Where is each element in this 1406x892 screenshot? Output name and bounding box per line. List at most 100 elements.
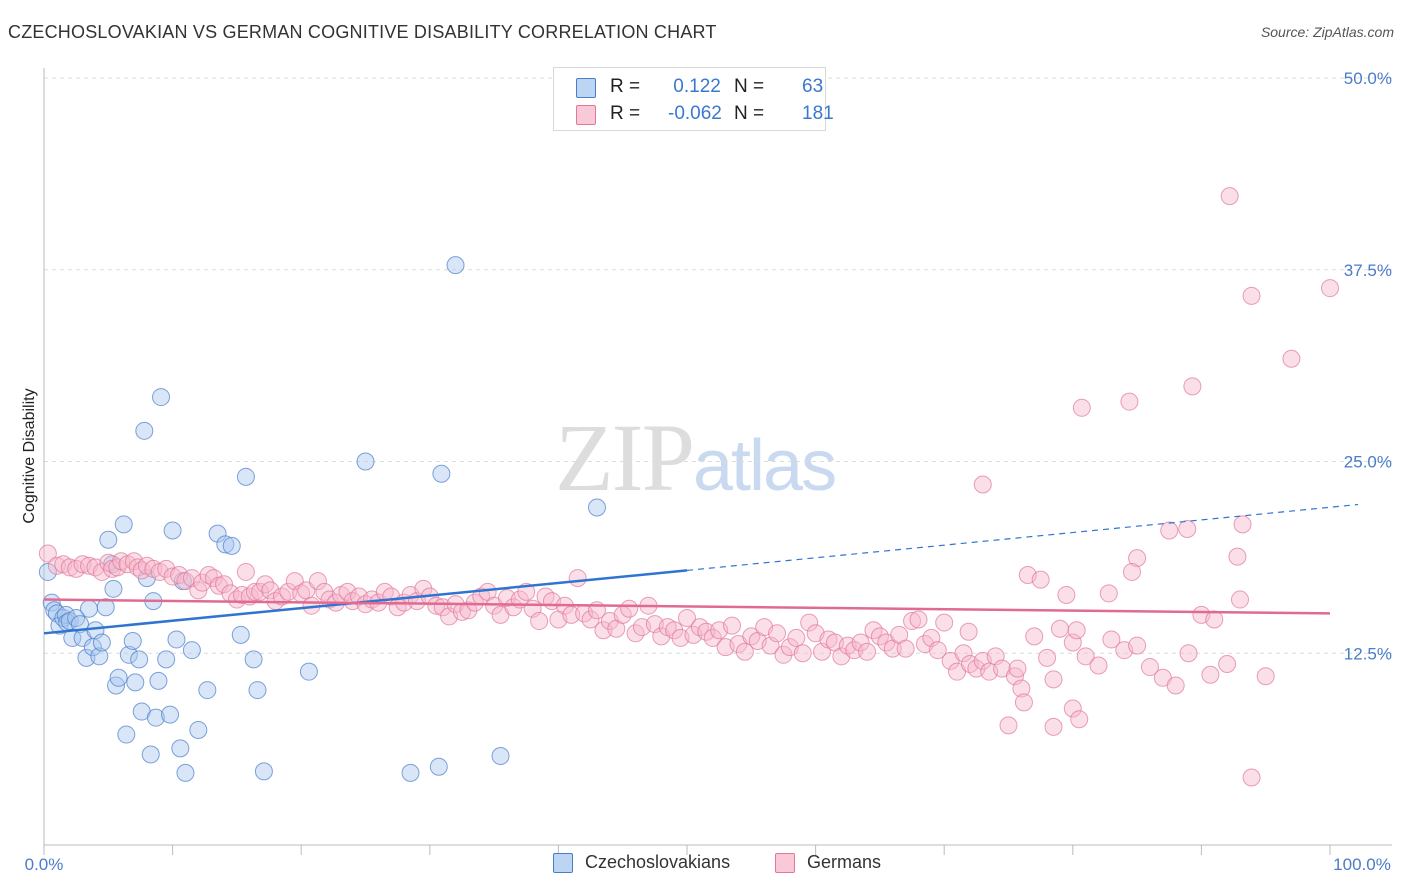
german-point: [742, 627, 761, 646]
czechoslovakian-point: [77, 648, 96, 667]
czechoslovakian-point: [80, 599, 99, 618]
german-point: [909, 610, 928, 629]
german-point: [1067, 621, 1086, 640]
german-point: [678, 608, 696, 627]
german-point: [1044, 670, 1063, 689]
legend-row-czechoslovakians: R = 0.122 N = 63: [576, 76, 823, 100]
czechoslovakian-point: [446, 256, 465, 275]
czechoslovakian-point: [356, 452, 375, 471]
german-point: [1031, 570, 1050, 589]
german-point: [1205, 610, 1224, 629]
czechoslovakian-point: [149, 671, 168, 690]
czechoslovakian-point: [163, 521, 182, 540]
german-point: [1025, 627, 1044, 646]
czechoslovakian-point: [248, 681, 267, 700]
source-label: Source: ZipAtlas.com: [1260, 24, 1394, 40]
czechoslovakian-point: [38, 562, 57, 581]
german-point: [703, 628, 722, 647]
german-point: [459, 601, 478, 620]
german-point: [1122, 562, 1141, 581]
german-point: [279, 582, 298, 601]
czechoslovakian-point: [99, 530, 118, 549]
german-point: [1160, 521, 1179, 540]
german-point: [800, 613, 819, 632]
y-tick-label: 12.5%: [1344, 644, 1392, 663]
legend-n-label: N =: [734, 76, 765, 97]
x-tick-label: 100.0%: [1333, 855, 1391, 874]
german-point: [665, 621, 684, 640]
czechoslovakian-point: [491, 747, 510, 766]
german-point: [261, 581, 280, 600]
german-point: [1038, 648, 1057, 667]
german-point: [858, 642, 877, 661]
german-point: [845, 641, 864, 660]
german-point: [620, 599, 639, 618]
watermark-zip: ZIP: [555, 404, 695, 511]
chart-title: CZECHOSLOVAKIAN VS GERMAN COGNITIVE DISA…: [8, 22, 717, 42]
german-point: [338, 582, 357, 601]
german-point: [38, 544, 57, 563]
czechoslovakian-point: [176, 763, 195, 782]
german-point: [787, 628, 806, 647]
german-point: [1233, 515, 1252, 534]
czechoslovakian-point: [231, 625, 250, 644]
german-point: [581, 610, 600, 629]
german-point: [1063, 699, 1082, 718]
series-swatch-czechoslovakians: [553, 853, 573, 873]
watermark: ZIPatlas: [555, 402, 837, 513]
czechoslovakian-trend-extension: [686, 503, 1359, 572]
german-point: [1201, 665, 1220, 684]
german-point: [935, 613, 954, 632]
german-point: [497, 589, 516, 608]
german-point: [1089, 656, 1108, 675]
czechoslovakian-point: [123, 631, 142, 650]
legend-swatch-germans: [576, 105, 596, 125]
german-point: [1050, 619, 1069, 638]
czechoslovakian-point: [167, 630, 186, 649]
y-axis-label: Cognitive Disability: [21, 388, 38, 523]
series-label-germans: Germans: [807, 852, 882, 872]
german-trend-line: [43, 598, 1331, 615]
german-point: [1057, 585, 1076, 604]
legend-r-label: R =: [610, 76, 641, 97]
legend-swatch-czechoslovakians: [576, 78, 596, 98]
german-point: [774, 645, 793, 664]
watermark-atlas: atlas: [693, 426, 837, 506]
german-point: [690, 618, 709, 637]
czechoslovakian-point: [92, 633, 111, 652]
czechoslovakian-point: [299, 662, 318, 681]
czechoslovakian-point: [161, 705, 180, 724]
german-point: [903, 612, 922, 631]
y-tick-label: 25.0%: [1344, 453, 1392, 472]
german-point: [1179, 644, 1198, 663]
german-point: [504, 598, 523, 617]
german-point: [1070, 710, 1089, 729]
czechoslovakian-point: [117, 725, 136, 744]
czechoslovakian-point: [104, 579, 123, 598]
series-label-czechoslovakians: Czechoslovakians: [585, 852, 731, 872]
german-point: [1099, 584, 1118, 603]
german-point: [1166, 676, 1185, 695]
german-point: [1008, 659, 1027, 678]
czechoslovakian-point: [401, 763, 420, 782]
german-point: [568, 569, 587, 588]
german-point: [427, 596, 446, 615]
x-tick-label: 0.0%: [25, 855, 64, 874]
czechoslovakian-point: [432, 464, 451, 483]
czechoslovakian-point: [182, 641, 201, 660]
german-point: [245, 582, 264, 601]
german-point: [793, 644, 812, 663]
german-point: [215, 575, 234, 594]
german-point: [723, 616, 742, 635]
german-point: [1242, 286, 1261, 305]
german-point: [928, 641, 947, 660]
german-point: [1012, 679, 1031, 698]
czechoslovakian-point: [130, 650, 149, 669]
correlation-legend: R = 0.122 N = 63 R = -0.062 N = 181: [553, 67, 834, 131]
german-point: [1128, 636, 1147, 655]
german-point: [768, 624, 787, 643]
german-point: [594, 621, 613, 640]
czechoslovakian-point: [254, 762, 273, 781]
legend-r-value: 0.122: [668, 76, 721, 97]
czechoslovakian-point: [109, 668, 128, 687]
